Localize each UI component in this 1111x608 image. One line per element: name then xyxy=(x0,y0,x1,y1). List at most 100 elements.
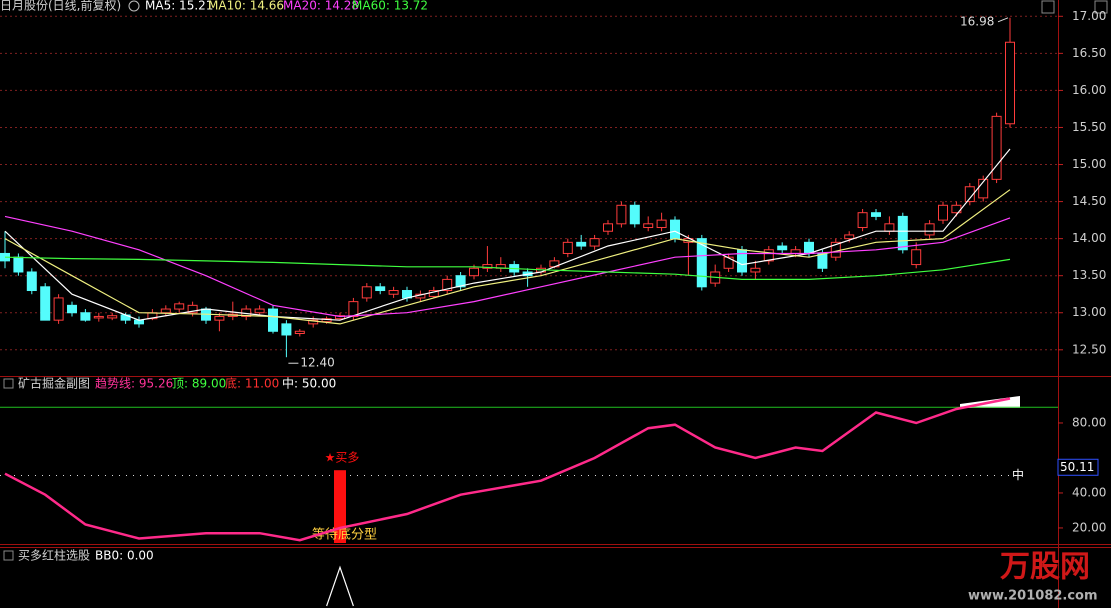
candle-body xyxy=(107,315,118,319)
candle-body xyxy=(616,204,627,225)
mid-label: 中 xyxy=(1012,467,1024,482)
candle-body xyxy=(442,278,453,292)
candle-body xyxy=(160,308,171,314)
indicator-line xyxy=(4,189,1011,325)
candle-body xyxy=(884,223,895,232)
candle-body xyxy=(643,223,654,229)
candle-body xyxy=(93,315,104,319)
candle-body xyxy=(924,223,935,236)
candle-body xyxy=(187,304,198,314)
y-tick-label: 12.50 xyxy=(1072,342,1106,356)
panel-icon[interactable] xyxy=(3,550,14,561)
candle-body xyxy=(978,178,989,199)
y-tick-label: 15.00 xyxy=(1072,157,1106,171)
indicator-label: MA20: 14.28 xyxy=(283,0,359,13)
candle-body xyxy=(174,303,185,310)
indicator-line xyxy=(4,215,1011,318)
candle-body xyxy=(670,219,680,240)
candle-body xyxy=(589,238,600,247)
candle-body xyxy=(763,249,774,262)
candle-body xyxy=(53,297,64,321)
panel-icon[interactable] xyxy=(3,378,14,389)
indicator-label: 底: 11.00 xyxy=(225,376,279,391)
panel-title: 日月股份(日线,前复权) xyxy=(0,0,121,13)
candle-body xyxy=(938,204,948,221)
candle-body xyxy=(80,312,91,321)
cursor-box xyxy=(1057,458,1099,476)
candle-body xyxy=(911,249,922,266)
window-button[interactable] xyxy=(1041,0,1055,14)
candle-body xyxy=(254,308,265,314)
candle-body xyxy=(857,212,868,229)
indicator-label: 趋势线: 95.26 xyxy=(95,377,173,391)
candle-body xyxy=(13,256,24,273)
candle-body xyxy=(281,323,292,336)
candle-body xyxy=(844,234,855,240)
candle-body xyxy=(576,241,587,247)
signal-label: ★买多 xyxy=(325,451,360,465)
signal-bar xyxy=(334,470,346,543)
y-tick-label: 17.00 xyxy=(1072,9,1106,23)
candle-body xyxy=(750,267,761,273)
candle-body xyxy=(375,286,386,292)
y-tick-label: 13.50 xyxy=(1072,268,1106,282)
indicator-label: 中: 50.00 xyxy=(282,376,336,391)
indicator-label: MA60: 13.72 xyxy=(352,0,428,13)
y-tick-label: 40.00 xyxy=(1072,485,1106,499)
candle-body xyxy=(294,330,305,334)
annotation-label: 12.40 xyxy=(300,356,334,370)
candle-body xyxy=(656,219,667,229)
watermark-brand: 万股网 xyxy=(1000,550,1090,585)
indicator-label: MA10: 14.66 xyxy=(208,0,284,13)
candle-body xyxy=(696,238,707,288)
candle-body xyxy=(817,252,828,269)
y-tick-label: 14.50 xyxy=(1072,194,1106,208)
candle-body xyxy=(629,204,640,225)
candle-body xyxy=(723,256,734,269)
watermark-url: www.201082.com xyxy=(968,589,1098,604)
panel-title: 买多红柱选股 xyxy=(18,548,90,563)
indicator-line xyxy=(4,148,1011,321)
y-tick-label: 80.00 xyxy=(1072,415,1106,429)
y-tick-label: 14.00 xyxy=(1072,231,1106,245)
candle-body xyxy=(777,245,788,251)
window-button[interactable] xyxy=(1094,0,1108,14)
candle-body xyxy=(26,271,37,292)
menu-icon[interactable] xyxy=(128,0,140,12)
candle-body xyxy=(348,301,359,317)
candle-body xyxy=(67,304,77,314)
candle-body xyxy=(562,241,573,254)
candle-body xyxy=(214,315,225,321)
candle-body xyxy=(964,186,975,203)
candle-body xyxy=(388,290,399,295)
y-tick-label: 13.00 xyxy=(1072,305,1106,319)
indicator-label: BB0: 0.00 xyxy=(95,549,154,563)
candle-body xyxy=(482,264,493,269)
candle-body xyxy=(469,267,479,277)
annotation-label: 16.98 xyxy=(960,14,994,28)
indicator-line xyxy=(4,397,1011,542)
y-tick-label: 20.00 xyxy=(1072,520,1106,534)
indicator-label: MA5: 15.21 xyxy=(145,0,213,13)
y-tick-label: 16.50 xyxy=(1072,46,1106,60)
candle-body xyxy=(1005,41,1015,125)
candle-body xyxy=(804,241,814,254)
candle-body xyxy=(991,115,1002,180)
candle-body xyxy=(40,286,51,321)
indicator-line xyxy=(326,565,354,607)
candle-body xyxy=(455,275,466,288)
y-tick-label: 15.50 xyxy=(1072,120,1106,134)
candle-body xyxy=(268,308,278,332)
panel-title: 矿古掘金副图 xyxy=(18,376,90,391)
indicator-line xyxy=(4,256,1011,280)
candle-body xyxy=(603,223,613,232)
indicator-label: 顶: 89.00 xyxy=(172,377,226,391)
candle-body xyxy=(897,215,908,251)
candle-body xyxy=(335,315,345,320)
candle-body xyxy=(361,286,372,299)
candle-body xyxy=(871,212,881,217)
annotation-arrow xyxy=(997,17,1009,23)
cursor-label: 50.11 xyxy=(1060,460,1094,474)
